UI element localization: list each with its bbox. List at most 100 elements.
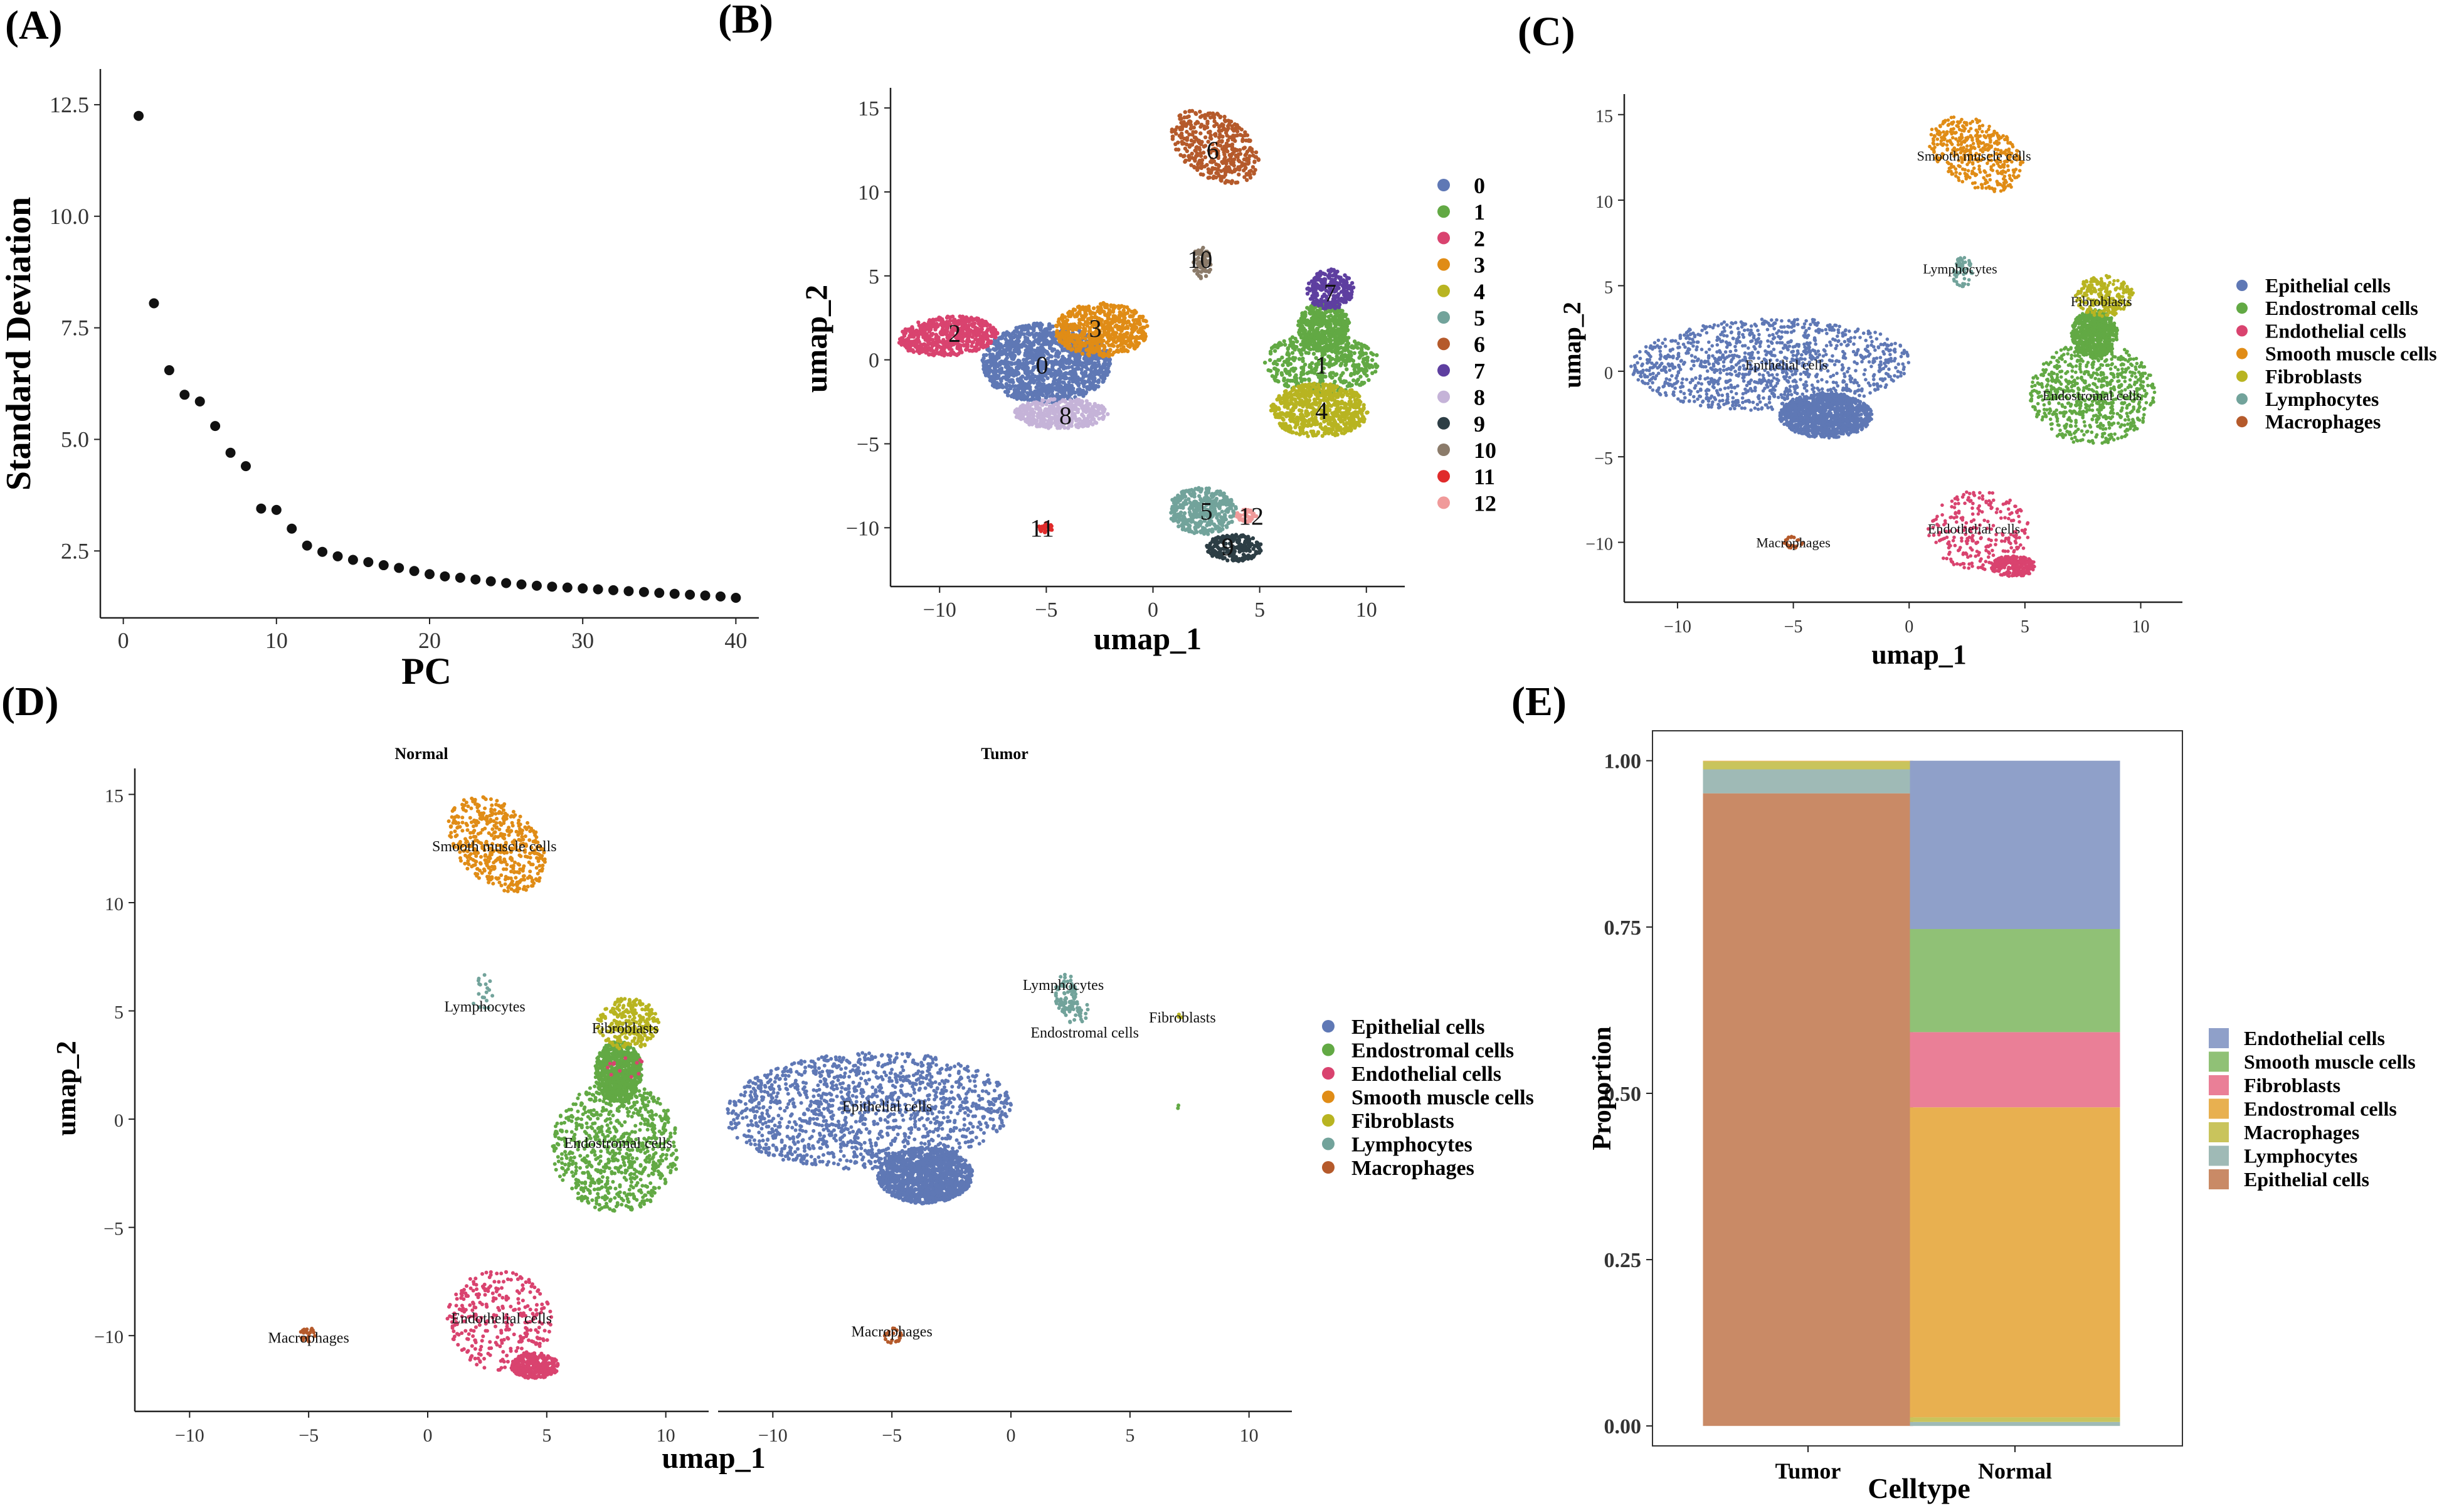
data-point (923, 329, 927, 334)
data-point (1121, 333, 1126, 337)
data-point (1054, 358, 1058, 363)
data-point (1303, 395, 1307, 400)
data-point (998, 371, 1003, 375)
data-point (1206, 167, 1211, 171)
data-point (1304, 418, 1308, 423)
data-point (1032, 340, 1036, 344)
data-point (1284, 428, 1288, 432)
data-point (1333, 373, 1338, 378)
data-point (899, 338, 903, 343)
data-point (1268, 358, 1272, 363)
data-point (1086, 347, 1091, 352)
data-point (1225, 509, 1230, 514)
data-point (1073, 307, 1077, 312)
data-point (1009, 378, 1013, 382)
data-point (1096, 380, 1101, 384)
data-point (1018, 332, 1023, 337)
y-tick-label: 12.5 (50, 92, 89, 117)
y-tick-label: 7.5 (61, 316, 89, 341)
data-point (993, 361, 998, 366)
data-point (1092, 364, 1097, 369)
data-point (1039, 326, 1044, 330)
data-point (1328, 324, 1333, 328)
data-point (1177, 498, 1182, 502)
data-point (1073, 357, 1077, 361)
data-point (1362, 358, 1367, 362)
data-point (1280, 373, 1284, 377)
data-point (1053, 373, 1058, 378)
data-point (914, 344, 919, 348)
panel-label-b: (B) (718, 0, 773, 42)
data-point (1316, 339, 1321, 343)
data-point (1275, 379, 1280, 383)
data-point (988, 363, 993, 368)
data-point (1367, 365, 1372, 369)
data-point (1076, 353, 1080, 358)
data-point (1365, 410, 1369, 415)
data-point (1197, 486, 1201, 491)
data-point (1262, 360, 1267, 365)
data-point (1320, 336, 1325, 341)
data-point (1311, 330, 1316, 335)
data-point (1277, 397, 1282, 401)
data-point (1305, 371, 1309, 376)
data-point (1212, 504, 1217, 509)
data-point (1082, 327, 1087, 332)
data-point (1303, 388, 1308, 393)
data-point (1190, 519, 1195, 524)
data-point (1328, 358, 1333, 362)
data-point (1176, 141, 1180, 145)
elbow-point (134, 110, 144, 121)
data-point (936, 337, 940, 341)
data-point (1294, 373, 1298, 378)
data-point (1035, 381, 1040, 386)
data-point (1070, 364, 1074, 369)
data-point (1015, 377, 1020, 381)
data-point (1289, 414, 1294, 418)
data-point (1124, 331, 1129, 335)
elbow-point (440, 571, 450, 581)
data-point (1345, 367, 1349, 371)
data-point (1190, 515, 1195, 519)
data-point (948, 351, 953, 356)
data-point (1329, 334, 1333, 339)
data-point (1044, 342, 1049, 346)
data-point (1206, 491, 1211, 495)
data-point (1076, 366, 1081, 370)
elbow-point (638, 587, 649, 597)
data-point (1343, 363, 1348, 368)
data-point (927, 346, 932, 351)
data-point (1282, 378, 1286, 383)
x-tick-label: −10 (923, 598, 956, 622)
y-tick-label: 5 (869, 265, 879, 289)
elbow-point (409, 566, 420, 576)
data-point (1310, 339, 1314, 343)
data-point (1298, 403, 1302, 407)
data-point (1193, 135, 1198, 140)
data-point (1356, 365, 1361, 370)
data-point (1333, 433, 1338, 437)
data-point (1089, 370, 1094, 374)
data-point (1086, 308, 1091, 312)
data-point (1087, 374, 1091, 378)
data-point (977, 333, 982, 337)
data-point (1290, 351, 1295, 355)
data-point (1034, 385, 1039, 390)
data-point (1286, 351, 1290, 356)
data-point (934, 343, 938, 348)
data-point (1012, 361, 1017, 366)
data-point (1302, 422, 1306, 427)
data-point (1210, 529, 1214, 534)
data-point (1099, 374, 1103, 380)
elbow-point (578, 583, 588, 594)
data-point (1206, 176, 1210, 180)
data-point (1245, 149, 1250, 154)
data-point (1086, 386, 1091, 391)
data-point (1356, 394, 1360, 398)
data-point (1028, 326, 1034, 331)
data-point (1314, 392, 1318, 396)
data-point (1111, 309, 1116, 314)
data-point (1096, 372, 1101, 376)
data-point (1309, 311, 1314, 316)
